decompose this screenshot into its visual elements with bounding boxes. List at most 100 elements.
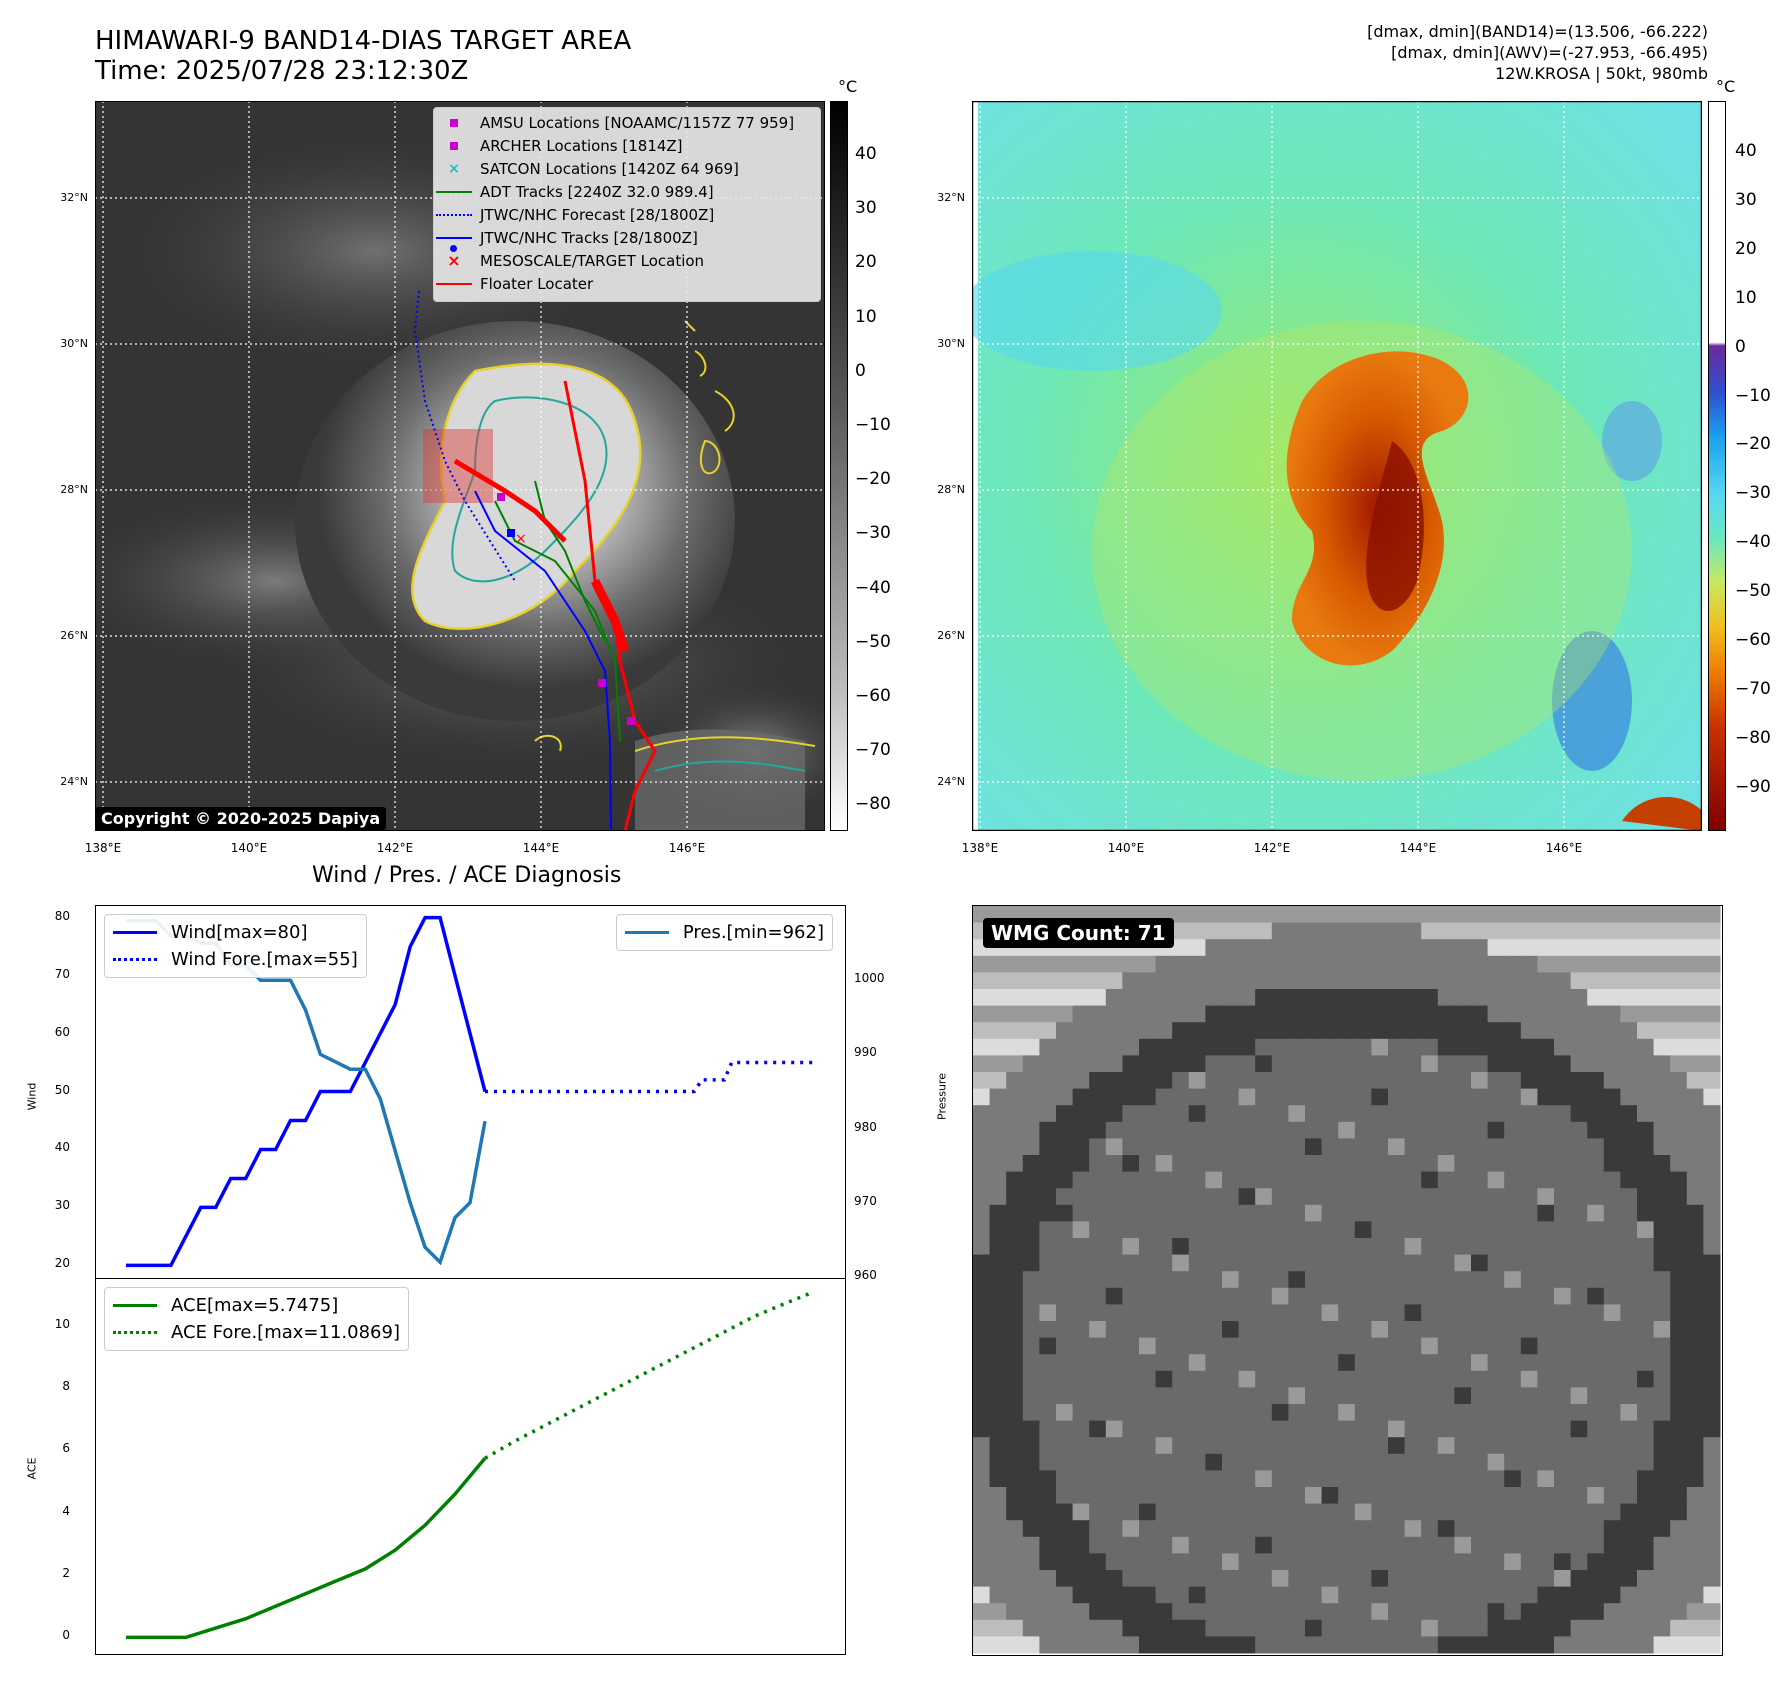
wmg-cell <box>1056 1121 1074 1139</box>
wmg-cell <box>1039 1586 1057 1604</box>
wmg-cell <box>1255 1420 1273 1438</box>
wmg-cell <box>1570 1603 1588 1621</box>
wmg-cell <box>1437 955 1455 973</box>
wmg-cell <box>1371 1503 1389 1521</box>
wmg-cell <box>1637 972 1655 990</box>
wmg-cell <box>1570 1420 1588 1438</box>
wmg-cell <box>1554 1188 1572 1206</box>
wmg-cell <box>1155 1238 1173 1256</box>
wmg-cell <box>1504 1370 1522 1388</box>
wmg-cell <box>1421 1536 1439 1554</box>
wmg-cell <box>1437 1204 1455 1222</box>
wmg-cell <box>1703 1370 1721 1388</box>
wmg-cell <box>1454 939 1472 957</box>
wmg-cell <box>1537 1536 1555 1554</box>
wmg-cell <box>1222 1254 1240 1272</box>
wmg-cell <box>989 1072 1007 1090</box>
wmg-cell <box>1255 1536 1273 1554</box>
wmg-cell <box>1471 1470 1489 1488</box>
wmg-cell <box>1603 1121 1621 1139</box>
wmg-cell <box>1238 1603 1256 1621</box>
wmg-cell <box>1620 1271 1638 1289</box>
wmg-cell <box>1537 1138 1555 1156</box>
wmg-cell <box>1155 1404 1173 1422</box>
wmg-cell <box>1238 1619 1256 1637</box>
wmg-cell <box>1570 1254 1588 1272</box>
wmg-cell <box>1271 1553 1289 1571</box>
wmg-cell <box>1354 1487 1372 1505</box>
lon-label: 142°E <box>376 841 414 855</box>
wmg-cell <box>1653 1204 1671 1222</box>
wmg-cell <box>1637 1088 1655 1106</box>
wmg-cell <box>1006 1636 1024 1654</box>
wmg-cell <box>1670 1005 1688 1023</box>
wmg-cell <box>1437 1005 1455 1023</box>
wmg-cell <box>1703 1420 1721 1438</box>
wmg-cell <box>1388 1337 1406 1355</box>
wmg-cell <box>1421 1022 1439 1040</box>
wmg-cell <box>1155 1553 1173 1571</box>
wmg-cell <box>1371 1204 1389 1222</box>
wmg-cell <box>1271 906 1289 924</box>
wmg-cell <box>1039 1520 1057 1538</box>
wmg-cell <box>1554 1038 1572 1056</box>
wmg-cell <box>1437 1238 1455 1256</box>
wmg-cell <box>973 1636 991 1654</box>
wmg-cell <box>1570 1271 1588 1289</box>
wmg-cell <box>989 1254 1007 1272</box>
wmg-cell <box>1188 1520 1206 1538</box>
wmg-cell <box>1354 1536 1372 1554</box>
wmg-cell <box>1520 1271 1538 1289</box>
wmg-cell <box>1271 1005 1289 1023</box>
wmg-cell <box>1056 1586 1074 1604</box>
wmg-cell <box>1089 1437 1107 1455</box>
wmg-cell <box>1686 1619 1704 1637</box>
wmg-cell <box>1686 1503 1704 1521</box>
wmg-cell <box>1437 1370 1455 1388</box>
ace-plot[interactable]: ACE[max=5.7475] ACE Fore.[max=11.0869] <box>95 1278 846 1655</box>
wmg-cell <box>1388 922 1406 940</box>
wmg-cell <box>1504 1287 1522 1305</box>
wmg-cell <box>1454 1553 1472 1571</box>
wmg-cell <box>1205 1503 1223 1521</box>
wmg-cell <box>1603 1503 1621 1521</box>
ir-map-panel[interactable]: × AMSU Locations [NOAAMC/1157Z 77 959] A… <box>55 101 865 832</box>
wmg-cell <box>1039 1005 1057 1023</box>
wmg-cell <box>1670 1404 1688 1422</box>
wmg-cell <box>989 1171 1007 1189</box>
wmg-cell <box>1006 1520 1024 1538</box>
wind-line-icon <box>113 931 157 934</box>
wmg-cell <box>1188 1453 1206 1471</box>
wmg-panel[interactable]: WMG Count: 71 <box>972 905 1723 1656</box>
wmg-cell <box>1703 1387 1721 1405</box>
wmg-cell <box>1421 1603 1439 1621</box>
wmg-cell <box>1205 1121 1223 1139</box>
wmg-cell <box>1205 1487 1223 1505</box>
lat-label: 32°N <box>937 191 965 204</box>
wmg-cell <box>1404 1287 1422 1305</box>
wmg-cell <box>1072 1570 1090 1588</box>
wmg-cell <box>1471 1072 1489 1090</box>
cbar-tick-label: −20 <box>855 469 891 490</box>
wmg-cell <box>1504 1337 1522 1355</box>
wmg-cell <box>973 1553 991 1571</box>
wmg-cell <box>1504 1586 1522 1604</box>
wmg-cell <box>1354 1121 1372 1139</box>
wmg-cell <box>1321 1354 1339 1372</box>
wmg-cell <box>1437 1453 1455 1471</box>
info-storm: 12W.KROSA | 50kt, 980mb <box>1495 64 1708 83</box>
wmg-cell <box>1587 989 1605 1007</box>
awv-map-panel[interactable] <box>962 100 1703 832</box>
wmg-cell <box>1437 1221 1455 1239</box>
copyright-badge: Copyright © 2020-2025 Dapiya <box>95 807 387 830</box>
wind-pres-plot[interactable]: Wind[max=80] Wind Fore.[max=55] Pres.[mi… <box>95 905 846 1279</box>
wmg-cell <box>1487 1155 1505 1173</box>
wmg-cell <box>1305 1536 1323 1554</box>
wmg-cell <box>1454 1121 1472 1139</box>
wmg-cell <box>1570 1121 1588 1139</box>
wmg-cell <box>989 1088 1007 1106</box>
wmg-cell <box>1271 1453 1289 1471</box>
wmg-cell <box>1620 1370 1638 1388</box>
wmg-cell <box>1271 1138 1289 1156</box>
wmg-cell <box>1105 1188 1123 1206</box>
